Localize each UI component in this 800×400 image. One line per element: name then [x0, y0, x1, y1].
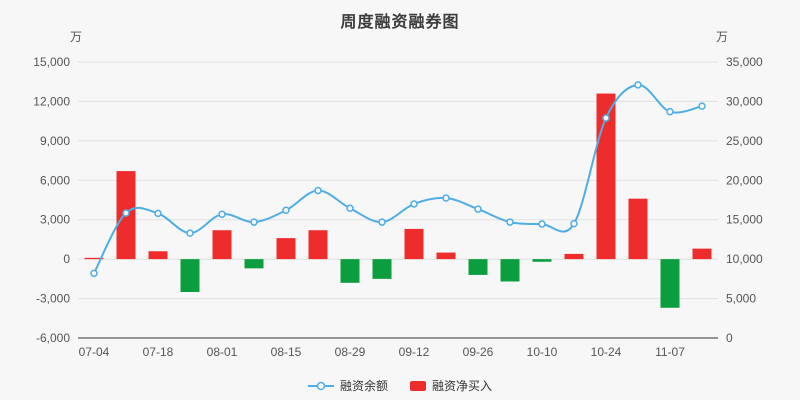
x-axis-tick-label: 08-15: [271, 345, 302, 359]
left-axis-tick-label: 6,000: [40, 173, 70, 187]
right-axis-tick-label: 10,000: [726, 252, 763, 266]
net-buy-bar: [404, 228, 424, 260]
line-marker-icon: [186, 229, 194, 237]
line-marker-icon: [698, 102, 706, 110]
right-axis-tick-label: 5,000: [726, 292, 756, 306]
line-marker-icon: [506, 218, 514, 226]
net-buy-bar: [276, 238, 296, 260]
legend: 融资余额 融资净买入: [0, 377, 800, 394]
x-axis-tick-label: 10-24: [591, 345, 622, 359]
x-axis-tick-label: 08-29: [335, 345, 366, 359]
net-buy-bar: [532, 259, 552, 262]
net-buy-bar: [84, 257, 104, 260]
bar-series: [84, 93, 712, 308]
gridlines: -6,000 0 -3,000 5,000 0 10,000 3,000 15,000 6,00…: [33, 55, 763, 345]
x-axis-tick-label: 10-10: [527, 345, 558, 359]
net-buy-bar: [372, 259, 392, 279]
chart-title: 周度融资融券图: [340, 14, 460, 31]
left-axis-tick-label: 9,000: [40, 134, 70, 148]
right-axis-tick-label: 25,000: [726, 134, 763, 148]
x-axis-tick-label: 11-07: [655, 345, 685, 359]
line-marker-icon: [314, 186, 322, 195]
left-axis-tick-label: 12,000: [33, 94, 70, 108]
line-marker-icon: [538, 220, 546, 228]
x-axis-labels: 07-04 07-18 08-01 08-15 08-29 09-12 09-26 10-10…: [79, 345, 686, 359]
net-buy-bar: [308, 230, 328, 260]
line-marker-icon: [250, 218, 258, 226]
net-buy-bar: [436, 252, 456, 260]
x-axis-tick-label: 08-01: [207, 345, 238, 359]
legend-label-net-buy: 融资净买入: [432, 379, 493, 393]
right-axis-tick-label: 0: [726, 331, 733, 345]
x-axis-tick-label: 09-12: [399, 345, 430, 359]
x-axis-tick-label: 07-04: [79, 345, 110, 359]
net-buy-bar: [180, 259, 200, 292]
left-axis-tick-label: -3,000: [36, 292, 70, 306]
line-markers: [90, 81, 706, 278]
net-buy-bar: [564, 253, 584, 260]
line-marker-icon: [346, 204, 354, 213]
line-marker-icon: [602, 114, 610, 122]
line-marker-icon: [282, 206, 290, 215]
line-marker-icon: [378, 218, 386, 226]
left-axis-tick-label: 3,000: [40, 213, 70, 227]
legend-label-financing-balance: 融资余额: [339, 379, 388, 393]
line-marker-icon: [218, 210, 226, 218]
line-marker-icon: [666, 107, 674, 116]
right-axis-tick-label: 20,000: [726, 173, 763, 187]
x-axis-tick-label: 07-18: [143, 345, 174, 359]
left-axis-tick-label: -6,000: [36, 331, 70, 345]
legend-item-net-buy[interactable]: 融资净买入: [410, 377, 492, 394]
net-buy-bar: [212, 230, 232, 260]
bar-series-marker-icon: [410, 380, 426, 391]
line-marker-icon: [154, 209, 162, 218]
right-axis-tick-label: 35,000: [726, 55, 763, 69]
line-marker-icon: [410, 200, 418, 208]
line-series-marker-icon: [307, 381, 334, 390]
net-buy-bar: [244, 259, 264, 269]
right-axis-tick-label: 15,000: [726, 213, 763, 227]
line-marker-icon: [474, 205, 482, 213]
x-axis-tick-label: 09-26: [463, 345, 494, 359]
right-axis-tick-label: 30,000: [726, 94, 763, 108]
right-axis-unit-label: 万: [715, 30, 728, 44]
net-buy-bar: [340, 259, 360, 283]
net-buy-bar: [596, 93, 616, 260]
net-buy-bar: [468, 259, 488, 275]
net-buy-bar: [628, 198, 648, 260]
net-buy-bar: [660, 259, 680, 308]
line-marker-icon: [122, 209, 130, 217]
line-marker-icon: [634, 81, 642, 89]
left-axis-tick-label: 15,000: [33, 55, 70, 69]
left-axis-tick-label: 0: [63, 252, 70, 266]
legend-item-financing-balance[interactable]: 融资余额: [307, 377, 388, 394]
net-buy-bar: [148, 251, 168, 260]
line-marker-icon: [442, 194, 450, 202]
net-buy-bar: [692, 248, 712, 260]
line-marker-icon: [90, 269, 98, 278]
net-buy-bar: [500, 259, 520, 282]
line-marker-icon: [570, 219, 578, 228]
left-axis-unit-label: 万: [70, 30, 83, 44]
